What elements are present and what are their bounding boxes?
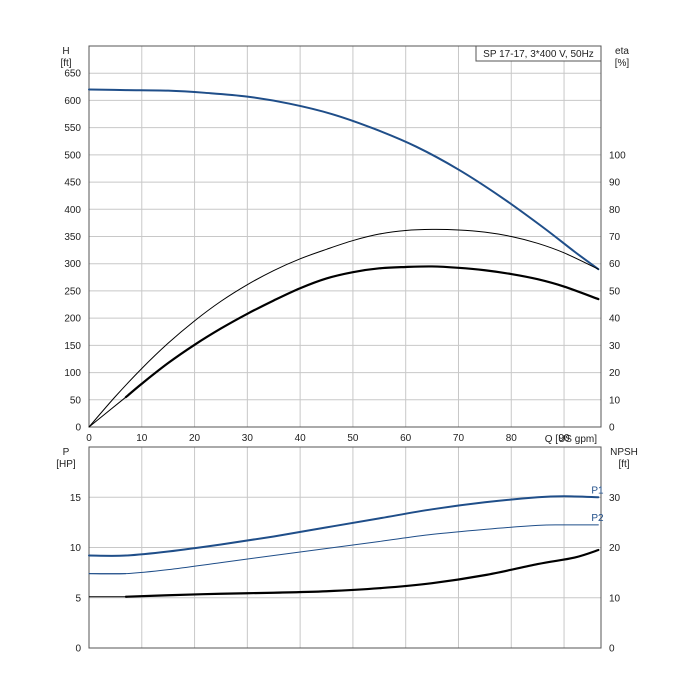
power-y-tick-label: 15 [70, 493, 82, 504]
head-y-tick-label: 250 [64, 286, 81, 297]
eta-axis-label: eta [615, 46, 629, 57]
power-series-labels: P1 P2 [591, 485, 604, 524]
q-x-tick-label: 80 [506, 433, 518, 444]
head-series-group [88, 88, 600, 428]
npsh-y-tick-label: 20 [609, 543, 621, 554]
head-y-tick-label: 400 [64, 205, 81, 216]
q-x-tick-label: 10 [136, 433, 148, 444]
power-y-tick-label: 0 [75, 644, 81, 655]
npsh-axis-unit: [ft] [618, 459, 629, 470]
head-y-tick-label: 350 [64, 232, 81, 243]
eta-y-tick-label: 40 [609, 314, 621, 325]
eta-y-tick-label: 10 [609, 395, 621, 406]
power-plot-frame [88, 446, 602, 649]
power-y-tick-label: 5 [75, 593, 81, 604]
head-y-tick-label: 450 [64, 178, 81, 189]
curve-h [88, 88, 600, 271]
q-x-tick-label: 90 [558, 433, 570, 444]
eta-y-tick-label: 100 [609, 150, 626, 161]
series-label-p2: P2 [591, 513, 604, 524]
head-axis-unit: [ft] [60, 58, 71, 69]
q-x-tick-labels: 0 10 20 30 40 50 60 70 80 90 [86, 433, 570, 444]
head-y-tick-label: 600 [64, 96, 81, 107]
q-x-tick-label: 0 [86, 433, 92, 444]
q-x-tick-label: 20 [189, 433, 201, 444]
power-npsh-panel: 0 5 10 15 0 10 20 30 P [HP] NPSH [ft] P1 P2 [56, 446, 638, 655]
eta-y-tick-label: 90 [609, 178, 621, 189]
npsh-y-tick-label: 0 [609, 644, 615, 655]
chart-title: SP 17-17, 3*400 V, 50Hz [483, 49, 594, 60]
head-y-tick-label: 550 [64, 123, 81, 134]
head-y-tick-label: 300 [64, 259, 81, 270]
power-series-group [88, 495, 600, 598]
q-x-tick-label: 50 [347, 433, 359, 444]
head-y-tick-label: 50 [70, 395, 82, 406]
eta-axis-unit: [%] [615, 58, 630, 69]
head-axis-label: H [62, 46, 69, 57]
curve-eta-thick-extension [88, 396, 127, 428]
head-y-tick-labels: 0 50 100 150 200 250 300 350 400 450 500 550 600 650 [64, 69, 81, 434]
q-x-tick-label: 70 [453, 433, 465, 444]
head-y-tick-label: 500 [64, 150, 81, 161]
head-y-tick-label: 200 [64, 314, 81, 325]
eta-y-tick-label: 70 [609, 232, 621, 243]
eta-y-tick-label: 0 [609, 423, 615, 434]
head-y-tick-label: 100 [64, 368, 81, 379]
head-y-tick-label: 150 [64, 341, 81, 352]
curve-eta-thick [124, 265, 600, 399]
curve-p1 [88, 495, 600, 557]
head-y-tick-label: 0 [75, 423, 81, 434]
power-axis-unit: [HP] [56, 459, 76, 470]
curve-npsh [124, 548, 600, 598]
head-y-tick-label: 650 [64, 69, 81, 80]
flow-axis-label: Q [US gpm] [545, 434, 597, 445]
q-x-tick-label: 60 [400, 433, 412, 444]
eta-y-tick-label: 50 [609, 286, 621, 297]
npsh-y-tick-label: 10 [609, 593, 621, 604]
power-axis-label: P [63, 447, 70, 458]
q-x-tick-label: 30 [242, 433, 254, 444]
power-y-tick-labels: 0 5 10 15 [70, 493, 82, 655]
eta-y-tick-label: 80 [609, 205, 621, 216]
eta-y-tick-labels: 0 10 20 30 40 50 60 70 80 90 100 [609, 150, 626, 433]
head-plot-frame [88, 45, 602, 428]
q-x-tick-label: 40 [295, 433, 307, 444]
npsh-axis-label: NPSH [610, 447, 638, 458]
npsh-y-tick-labels: 0 10 20 30 [609, 493, 621, 655]
power-y-tick-label: 10 [70, 543, 82, 554]
eta-y-tick-label: 30 [609, 341, 621, 352]
title-box [475, 45, 602, 62]
head-efficiency-panel: 050100150200250300350400450500550600650 … [60, 45, 630, 445]
curve-eta-thin [88, 228, 599, 428]
eta-y-tick-label: 60 [609, 259, 621, 270]
npsh-y-tick-label: 30 [609, 493, 621, 504]
eta-y-tick-label: 20 [609, 368, 621, 379]
curve-p2 [88, 524, 599, 575]
series-label-p1: P1 [591, 485, 604, 496]
